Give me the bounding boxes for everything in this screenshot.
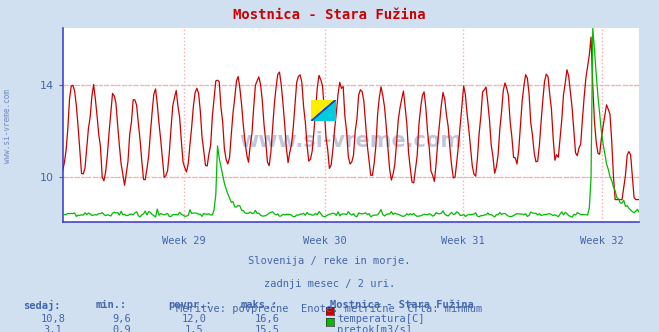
Text: Week 30: Week 30 (303, 236, 347, 246)
Text: pretok[m3/s]: pretok[m3/s] (337, 325, 413, 332)
Text: zadnji mesec / 2 uri.: zadnji mesec / 2 uri. (264, 279, 395, 289)
Text: 10,8: 10,8 (40, 314, 65, 324)
Text: 1,5: 1,5 (185, 325, 204, 332)
Text: 9,6: 9,6 (113, 314, 131, 324)
Text: Slovenija / reke in morje.: Slovenija / reke in morje. (248, 256, 411, 266)
Text: maks.:: maks.: (241, 300, 278, 310)
Text: Week 31: Week 31 (442, 236, 485, 246)
Text: www.si-vreme.com: www.si-vreme.com (3, 89, 13, 163)
Text: povpr.:: povpr.: (168, 300, 212, 310)
Polygon shape (310, 100, 335, 122)
Text: Mostnica - Stara Fužina: Mostnica - Stara Fužina (330, 300, 473, 310)
Text: sedaj:: sedaj: (23, 300, 61, 311)
Polygon shape (310, 100, 335, 122)
Text: www.si-vreme.com: www.si-vreme.com (239, 131, 463, 151)
Text: Mostnica - Stara Fužina: Mostnica - Stara Fužina (233, 8, 426, 22)
Text: min.:: min.: (96, 300, 127, 310)
Text: 16,6: 16,6 (254, 314, 279, 324)
Text: Meritve: povprečne  Enote: metrične  Črta: minmum: Meritve: povprečne Enote: metrične Črta:… (177, 302, 482, 314)
Text: 12,0: 12,0 (182, 314, 207, 324)
Text: 15,5: 15,5 (254, 325, 279, 332)
Text: Week 29: Week 29 (162, 236, 206, 246)
Polygon shape (310, 100, 335, 122)
Text: 0,9: 0,9 (113, 325, 131, 332)
Text: 3,1: 3,1 (43, 325, 62, 332)
Text: temperatura[C]: temperatura[C] (337, 314, 425, 324)
Text: Week 32: Week 32 (580, 236, 623, 246)
